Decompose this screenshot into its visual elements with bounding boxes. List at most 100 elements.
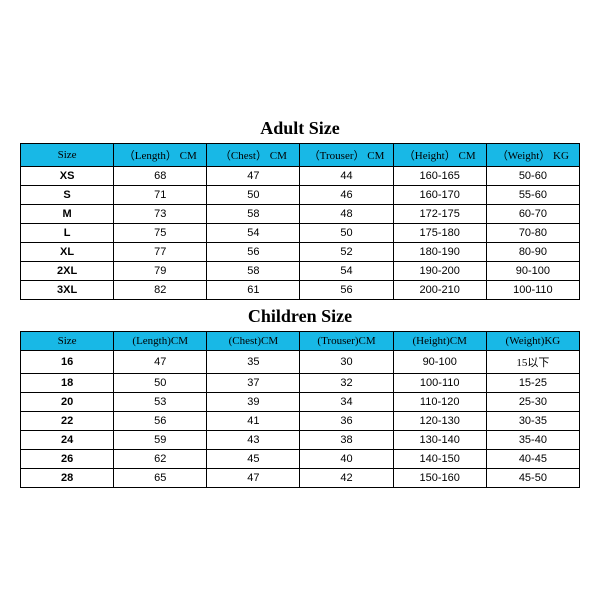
cell-size: S <box>21 186 114 205</box>
cell: 160-165 <box>393 167 486 186</box>
cell: 130-140 <box>393 431 486 450</box>
col-chest: (Chest)CM <box>207 332 300 351</box>
cell: 110-120 <box>393 393 486 412</box>
table-row: 28654742150-16045-50 <box>21 469 580 488</box>
cell: 54 <box>207 224 300 243</box>
cell: 43 <box>207 431 300 450</box>
cell: 200-210 <box>393 281 486 300</box>
cell: 100-110 <box>486 281 579 300</box>
cell: 79 <box>114 262 207 281</box>
col-chest: （Chest） CM <box>207 144 300 167</box>
table-row: 3XL826156200-210100-110 <box>21 281 580 300</box>
cell: 39 <box>207 393 300 412</box>
table-row: XL775652180-19080-90 <box>21 243 580 262</box>
cell-size: 28 <box>21 469 114 488</box>
col-trouser: (Trouser)CM <box>300 332 393 351</box>
cell: 32 <box>300 374 393 393</box>
col-weight: (Weight)KG <box>486 332 579 351</box>
cell: 47 <box>207 469 300 488</box>
cell: 68 <box>114 167 207 186</box>
cell: 35-40 <box>486 431 579 450</box>
cell-size: 16 <box>21 351 114 374</box>
cell: 50-60 <box>486 167 579 186</box>
cell: 37 <box>207 374 300 393</box>
cell: 58 <box>207 262 300 281</box>
table-row: 24594338130-14035-40 <box>21 431 580 450</box>
adult-size-table: Size （Length） CM （Chest） CM （Trouser） CM… <box>20 143 580 300</box>
col-length: (Length)CM <box>114 332 207 351</box>
cell: 15以下 <box>486 351 579 374</box>
cell-size: 24 <box>21 431 114 450</box>
cell: 73 <box>114 205 207 224</box>
col-height: （Height） CM <box>393 144 486 167</box>
col-trouser: （Trouser） CM <box>300 144 393 167</box>
cell: 15-25 <box>486 374 579 393</box>
cell: 25-30 <box>486 393 579 412</box>
children-size-table: Size (Length)CM (Chest)CM (Trouser)CM (H… <box>20 331 580 488</box>
cell: 35 <box>207 351 300 374</box>
cell-size: 20 <box>21 393 114 412</box>
table-row: S715046160-17055-60 <box>21 186 580 205</box>
cell: 52 <box>300 243 393 262</box>
cell-size: M <box>21 205 114 224</box>
cell: 38 <box>300 431 393 450</box>
table-row: L755450175-18070-80 <box>21 224 580 243</box>
table-row: 18503732100-11015-25 <box>21 374 580 393</box>
table-row: 22564136120-13030-35 <box>21 412 580 431</box>
cell: 54 <box>300 262 393 281</box>
cell-size: 26 <box>21 450 114 469</box>
table-row: XS684744160-16550-60 <box>21 167 580 186</box>
cell: 42 <box>300 469 393 488</box>
cell: 55-60 <box>486 186 579 205</box>
cell: 56 <box>300 281 393 300</box>
cell: 59 <box>114 431 207 450</box>
cell: 180-190 <box>393 243 486 262</box>
cell: 80-90 <box>486 243 579 262</box>
cell: 30 <box>300 351 393 374</box>
table-row: 2XL795854190-20090-100 <box>21 262 580 281</box>
cell: 82 <box>114 281 207 300</box>
table-row: 26624540140-15040-45 <box>21 450 580 469</box>
cell-size: 18 <box>21 374 114 393</box>
adult-header-row: Size （Length） CM （Chest） CM （Trouser） CM… <box>21 144 580 167</box>
cell: 50 <box>207 186 300 205</box>
cell: 77 <box>114 243 207 262</box>
col-size: Size <box>21 332 114 351</box>
adult-title: Adult Size <box>20 112 580 143</box>
cell: 70-80 <box>486 224 579 243</box>
cell: 40 <box>300 450 393 469</box>
col-length: （Length） CM <box>114 144 207 167</box>
cell-size: L <box>21 224 114 243</box>
cell: 41 <box>207 412 300 431</box>
cell: 90-100 <box>486 262 579 281</box>
cell: 30-35 <box>486 412 579 431</box>
cell: 175-180 <box>393 224 486 243</box>
children-header-row: Size (Length)CM (Chest)CM (Trouser)CM (H… <box>21 332 580 351</box>
cell-size: XL <box>21 243 114 262</box>
cell: 44 <box>300 167 393 186</box>
cell: 40-45 <box>486 450 579 469</box>
cell: 90-100 <box>393 351 486 374</box>
cell: 36 <box>300 412 393 431</box>
col-weight: （Weight） KG <box>486 144 579 167</box>
table-row: M735848172-17560-70 <box>21 205 580 224</box>
cell: 160-170 <box>393 186 486 205</box>
cell-size: 3XL <box>21 281 114 300</box>
cell: 34 <box>300 393 393 412</box>
cell: 45-50 <box>486 469 579 488</box>
col-height: (Height)CM <box>393 332 486 351</box>
cell: 62 <box>114 450 207 469</box>
cell: 172-175 <box>393 205 486 224</box>
cell: 45 <box>207 450 300 469</box>
cell: 53 <box>114 393 207 412</box>
cell: 50 <box>300 224 393 243</box>
cell: 60-70 <box>486 205 579 224</box>
cell: 46 <box>300 186 393 205</box>
table-row: 20533934110-12025-30 <box>21 393 580 412</box>
cell: 75 <box>114 224 207 243</box>
size-chart-sheet: Adult Size Size （Length） CM （Chest） CM （… <box>20 102 580 498</box>
children-title: Children Size <box>20 300 580 331</box>
cell-size: 2XL <box>21 262 114 281</box>
table-row: 1647353090-10015以下 <box>21 351 580 374</box>
cell: 190-200 <box>393 262 486 281</box>
